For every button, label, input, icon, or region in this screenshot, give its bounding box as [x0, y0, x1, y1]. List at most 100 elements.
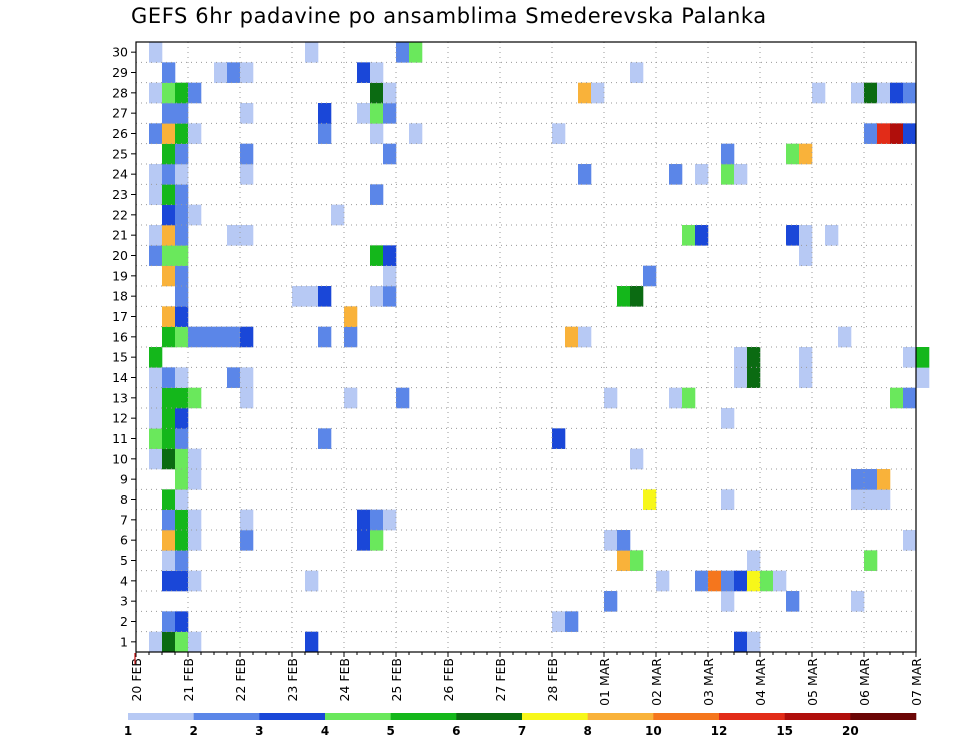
heatmap-cell — [552, 611, 566, 632]
heatmap-cell — [240, 103, 254, 124]
heatmap-cell — [175, 570, 189, 592]
heatmap-cell — [162, 225, 176, 246]
heatmap-cell — [175, 326, 189, 348]
heatmap-cell — [162, 408, 176, 429]
heatmap-cell — [370, 286, 384, 307]
y-tick-label: 10 — [112, 451, 128, 466]
x-tick-label: 27 FEB — [493, 658, 508, 702]
heatmap-cell — [162, 367, 176, 388]
heatmap-cell — [162, 123, 176, 144]
heatmap-cell — [877, 469, 891, 490]
heatmap-cell — [734, 164, 748, 185]
heatmap-cell — [240, 326, 254, 348]
heatmap-cell — [708, 570, 722, 592]
heatmap-cell — [188, 530, 202, 551]
heatmap-cell — [175, 204, 189, 226]
heatmap-cell — [747, 570, 761, 592]
heatmap-cell — [175, 550, 189, 571]
heatmap-cell — [175, 286, 189, 307]
heatmap-cell — [318, 326, 332, 348]
heatmap-cell — [565, 611, 579, 632]
heatmap-cell — [617, 550, 631, 571]
heatmap-cell — [383, 509, 397, 531]
heatmap-cell — [851, 591, 865, 612]
colorbar-label: 1 — [124, 724, 132, 738]
heatmap-cell — [240, 530, 254, 551]
y-tick-label: 15 — [112, 350, 128, 365]
y-tick-label: 28 — [112, 85, 128, 100]
heatmap-cell — [669, 164, 683, 185]
heatmap-cell — [175, 428, 189, 449]
y-tick-label: 30 — [112, 45, 128, 60]
colorbar-label: 3 — [255, 724, 263, 738]
y-tick-label: 11 — [112, 431, 128, 446]
heatmap-cell — [149, 123, 163, 144]
y-tick-label: 17 — [112, 309, 128, 324]
heatmap-cell — [240, 225, 254, 246]
x-tick-label: 26 FEB — [441, 658, 456, 702]
heatmap-cell — [656, 570, 670, 592]
heatmap-cell — [734, 631, 748, 653]
heatmap-cell — [175, 408, 189, 429]
heatmap-cell — [331, 204, 345, 226]
heatmap-cell — [799, 367, 813, 388]
heatmap-cell — [162, 265, 176, 287]
heatmap-cell — [864, 82, 878, 104]
x-tick-label: 22 FEB — [233, 658, 248, 702]
heatmap-cell — [682, 225, 696, 246]
colorbar-label: 10 — [645, 724, 662, 738]
heatmap-cell — [578, 164, 592, 185]
heatmap-cell — [175, 448, 189, 470]
heatmap-cell — [188, 326, 202, 348]
heatmap-cell — [721, 408, 735, 429]
heatmap-cell — [864, 489, 878, 510]
heatmap-cell — [214, 326, 228, 348]
heatmap-cell — [305, 570, 319, 592]
heatmap-cell — [188, 82, 202, 104]
heatmap-cell — [812, 82, 826, 104]
x-tick-label: 04 MAR — [753, 658, 768, 706]
x-tick-label: 20 FEB — [129, 658, 144, 702]
colorbar-swatch — [259, 713, 326, 720]
heatmap-cell — [903, 123, 917, 144]
heatmap-cell — [357, 103, 371, 124]
heatmap-cell — [175, 123, 189, 144]
heatmap-cell — [773, 570, 787, 592]
heatmap-cell — [162, 306, 176, 327]
y-tick-label: 16 — [112, 329, 128, 344]
heatmap-cell — [188, 204, 202, 226]
heatmap-cell — [370, 62, 384, 83]
heatmap-cell — [799, 143, 813, 165]
heatmap-cell — [188, 570, 202, 592]
heatmap-cell — [175, 306, 189, 327]
heatmap-cell — [175, 82, 189, 104]
heatmap-cell — [305, 42, 319, 63]
colorbar-swatch — [850, 713, 917, 720]
heatmap-cell — [175, 469, 189, 490]
heatmap-cell — [383, 143, 397, 165]
heatmap-cell — [630, 62, 644, 83]
heatmap-cell — [149, 42, 163, 63]
heatmap-cell — [890, 82, 904, 104]
heatmap-cell — [162, 143, 176, 165]
x-tick-label: 23 FEB — [285, 658, 300, 702]
heatmap-cell — [604, 387, 618, 409]
y-tick-label: 18 — [112, 289, 128, 304]
heatmap-cell — [799, 347, 813, 368]
y-tick-label: 27 — [112, 106, 128, 121]
heatmap-cell — [149, 164, 163, 185]
colorbar-swatch — [456, 713, 523, 720]
heatmap-cell — [916, 347, 930, 368]
heatmap-cell — [162, 570, 176, 592]
heatmap-cell — [149, 245, 163, 266]
x-tick-label: 02 MAR — [649, 658, 664, 706]
heatmap-cell — [617, 530, 631, 551]
heatmap-cell — [357, 509, 371, 531]
heatmap-cell — [344, 387, 358, 409]
colorbar-label: 20 — [842, 724, 859, 738]
heatmap-cell — [630, 550, 644, 571]
heatmap-cell — [916, 367, 930, 388]
y-tick-label: 12 — [112, 411, 128, 426]
heatmap-cell — [149, 184, 163, 205]
